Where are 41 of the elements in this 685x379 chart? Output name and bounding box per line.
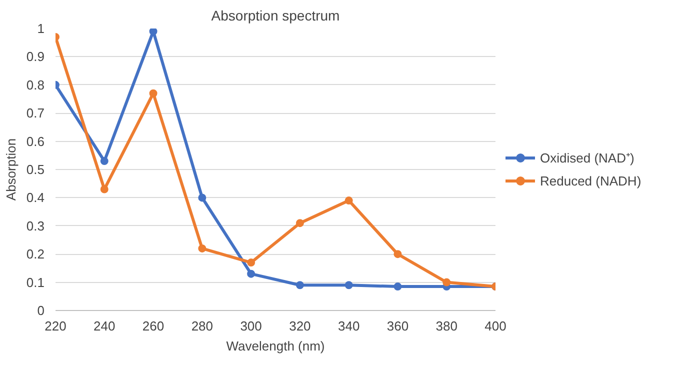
point [344,196,353,205]
point [394,250,402,258]
y-tick-label: 0.2 [26,246,45,262]
x-tick-label: 300 [240,318,262,334]
chart-title: Absorption spectrum [211,8,340,24]
x-tick-label: 360 [386,318,409,334]
legend-label: Reduced (NADH) [540,173,642,188]
x-tick-label: 340 [338,318,360,334]
x-axis-title: Wavelength (nm) [226,338,325,354]
y-tick-label: 0.1 [26,274,45,290]
y-tick-label: 0.7 [26,106,45,121]
x-tick-label: 320 [289,318,311,334]
point [394,282,402,291]
point [296,281,304,290]
y-tick-label: 0.8 [26,77,45,92]
legend-label: Oxidised (NAD⁺) [540,150,634,166]
x-tick-label: 260 [142,318,164,334]
point [247,258,256,267]
x-tick-label: 400 [484,318,506,334]
x-tick-label: 240 [94,318,116,334]
y-tick-label: 0.6 [26,134,45,149]
y-tick-label: 0.5 [26,162,45,177]
point [100,185,108,194]
point [247,270,256,278]
y-tick-label: 0.3 [26,218,45,234]
x-tick-label: 280 [191,318,214,334]
point [100,157,108,166]
point [149,28,158,36]
y-tick-label: 0.9 [26,49,45,64]
y-tick-label: 0.4 [26,190,45,206]
y-axis-title: Absorption [3,138,18,201]
point [149,89,158,98]
point [442,278,451,286]
y-tick-label: 1 [37,21,45,36]
point [344,281,353,290]
y-tick-label: 0 [37,303,45,318]
point [296,219,304,228]
point [198,194,206,202]
x-tick-label: 380 [436,318,458,334]
point [198,244,206,252]
x-tick-label: 220 [44,318,66,334]
